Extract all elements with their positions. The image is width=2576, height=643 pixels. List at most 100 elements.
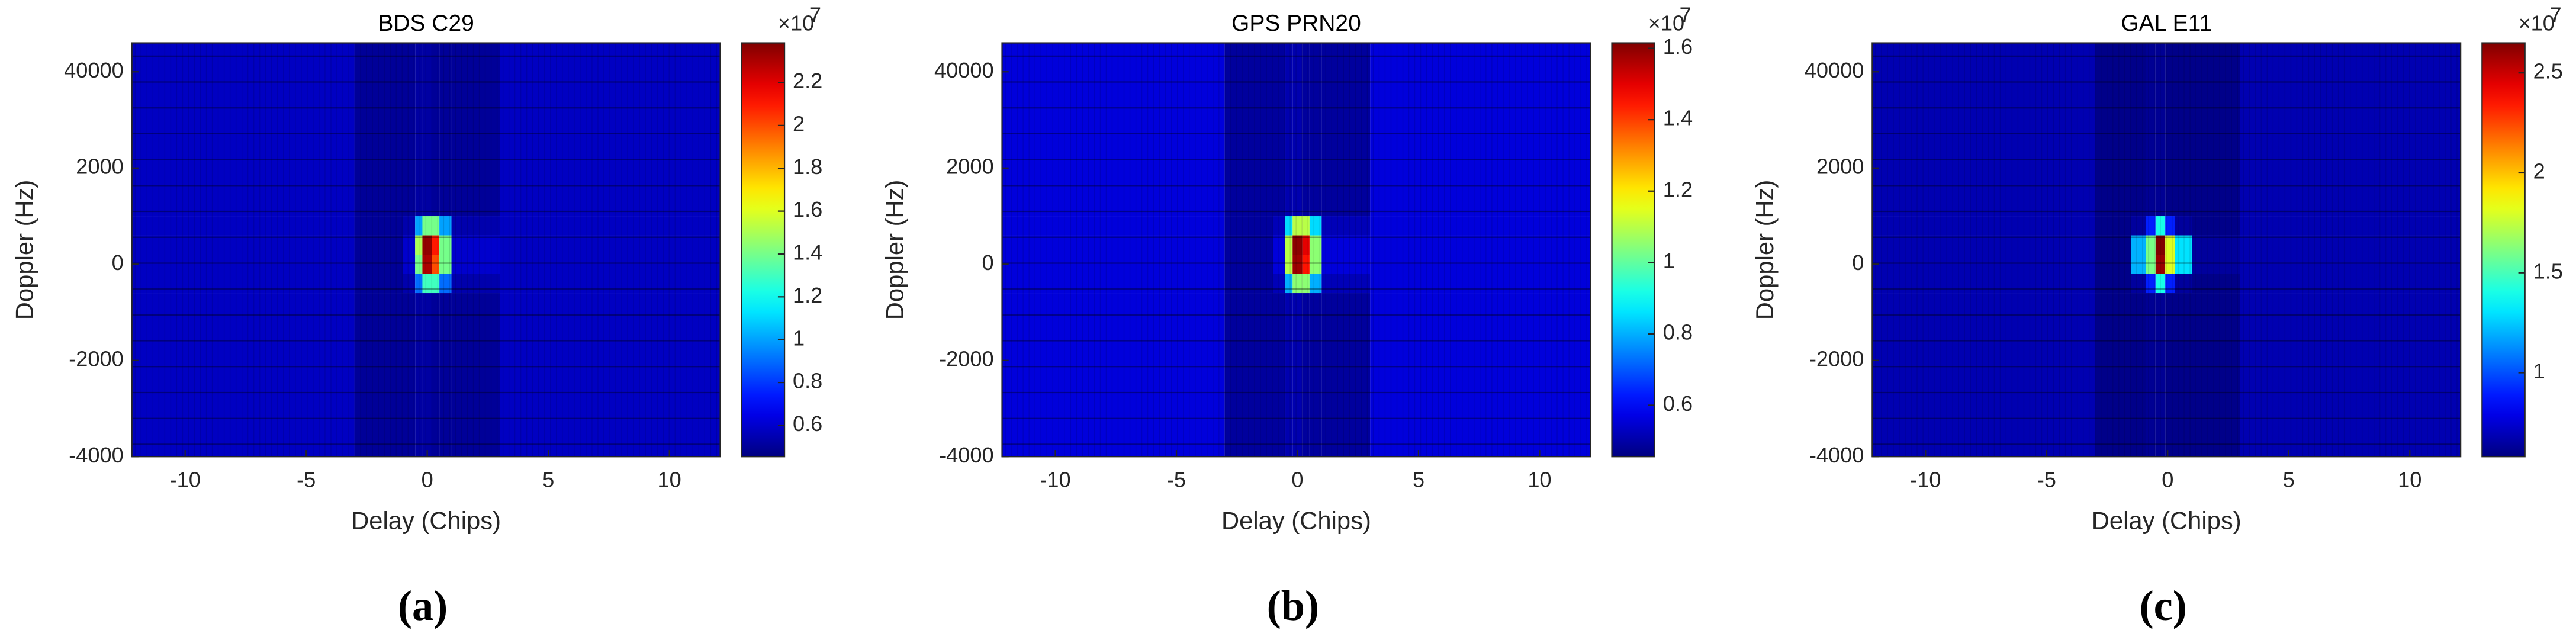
heat-cell xyxy=(415,216,423,236)
heat-cell xyxy=(1302,43,1310,217)
heat-cell xyxy=(415,43,423,217)
heat-cell xyxy=(422,255,432,274)
heat-cell xyxy=(1224,235,1273,255)
axes-box xyxy=(1001,42,1591,458)
x-tick-label: 5 xyxy=(2283,468,2295,492)
heat-cell xyxy=(415,235,423,255)
heat-cell xyxy=(403,235,416,255)
heat-cell xyxy=(1872,235,2095,255)
x-tick-label: 0 xyxy=(2162,468,2173,492)
heat-cell xyxy=(1370,255,1591,274)
heat-cell xyxy=(354,43,403,217)
colorbar-tick-label: 2 xyxy=(793,111,805,136)
heat-cell xyxy=(2165,235,2175,255)
heat-cell xyxy=(415,293,423,457)
x-axis-label: Delay (Chips) xyxy=(1221,507,1371,535)
heat-cell xyxy=(1872,43,2095,217)
heat-cell xyxy=(1872,255,2095,274)
colorbar-tick-label: 1 xyxy=(1663,249,1675,273)
heat-cell xyxy=(2165,274,2175,294)
heat-cell xyxy=(451,43,500,217)
colorbar-tick-label: 0.8 xyxy=(1663,320,1693,344)
heat-cell xyxy=(2131,235,2146,255)
heat-cell xyxy=(1302,293,1310,457)
heat-cell xyxy=(1302,255,1310,274)
heat-cell xyxy=(1309,216,1322,236)
heat-cell xyxy=(1002,216,1225,236)
y-axis-label: Doppler (Hz) xyxy=(880,180,908,320)
y-tick-label: 0 xyxy=(1852,250,1864,275)
y-tick-label: -2000 xyxy=(1809,346,1864,371)
heat-cell xyxy=(432,235,440,255)
heat-cell xyxy=(2095,255,2131,274)
heat-cell xyxy=(432,293,440,457)
heat-cell xyxy=(422,293,432,457)
heat-cell xyxy=(500,293,721,457)
heat-cell xyxy=(403,255,416,274)
heat-cell xyxy=(1292,43,1303,217)
heat-cell xyxy=(131,235,355,255)
colorbar-tick-label: 1.2 xyxy=(1663,177,1693,201)
heat-cell xyxy=(1273,255,1286,274)
heat-cell xyxy=(403,43,416,217)
heat-cell xyxy=(1224,216,1273,236)
heat-cell xyxy=(1321,43,1371,217)
heat-cell xyxy=(2155,255,2166,274)
heat-cell xyxy=(451,255,500,274)
heat-cell xyxy=(2165,216,2175,236)
heat-cell xyxy=(2146,255,2156,274)
heat-cell xyxy=(1370,274,1591,294)
heat-cell xyxy=(439,293,452,457)
heat-cell xyxy=(1302,216,1310,236)
heat-cell xyxy=(1370,293,1591,457)
colorbar-tick-label: 2.5 xyxy=(2533,59,2563,83)
heat-cell xyxy=(1309,235,1322,255)
colorbar-scale-exp: 7 xyxy=(2549,3,2561,27)
heat-cell xyxy=(131,274,355,294)
heat-cell xyxy=(439,216,452,236)
panel-label: (a) xyxy=(398,582,448,629)
heat-cell xyxy=(2155,216,2166,236)
heat-cell xyxy=(2146,235,2156,255)
heat-cell xyxy=(500,235,721,255)
colorbar-tick-label: 1 xyxy=(793,326,805,350)
heat-cell xyxy=(2095,293,2131,457)
heat-cell xyxy=(439,255,452,274)
heat-cell xyxy=(432,274,440,294)
heat-cell xyxy=(2131,255,2146,274)
heat-cell xyxy=(1285,43,1293,217)
heat-cell xyxy=(1309,255,1322,274)
heat-cell xyxy=(354,255,403,274)
heat-cell xyxy=(1285,216,1293,236)
heat-cell xyxy=(2240,216,2461,236)
heat-cell xyxy=(432,216,440,236)
heat-cell xyxy=(1321,216,1371,236)
heat-cell xyxy=(354,235,403,255)
x-tick-label: 10 xyxy=(657,468,681,492)
heat-cell xyxy=(354,216,403,236)
y-tick-label: 40000 xyxy=(934,58,994,82)
y-tick-label: -2000 xyxy=(69,346,124,371)
colorbar-scale: ×10 xyxy=(1648,11,1684,35)
x-tick-label: -10 xyxy=(1910,468,1941,492)
heat-cell xyxy=(1224,43,1273,217)
colorbar xyxy=(2481,42,2526,458)
y-tick-label: 2000 xyxy=(946,154,993,178)
heat-cell xyxy=(422,216,432,236)
heat-cell xyxy=(1285,293,1293,457)
y-tick-label: 2000 xyxy=(1816,154,1864,178)
heat-cell xyxy=(1309,43,1322,217)
y-tick-label: 0 xyxy=(112,250,124,275)
x-tick-label: -5 xyxy=(1167,468,1186,492)
heat-cell xyxy=(2175,274,2192,294)
heat-cell xyxy=(1292,216,1303,236)
heat-cell xyxy=(2146,43,2156,217)
y-tick-label: -4000 xyxy=(939,443,994,467)
colorbar-tick-label: 0.8 xyxy=(793,369,822,393)
heat-cell xyxy=(1002,293,1225,457)
heat-cell xyxy=(2175,216,2192,236)
heat-cell xyxy=(422,235,432,255)
heat-cell xyxy=(2155,293,2166,457)
heat-cell xyxy=(403,274,416,294)
heat-cell xyxy=(2165,43,2175,217)
